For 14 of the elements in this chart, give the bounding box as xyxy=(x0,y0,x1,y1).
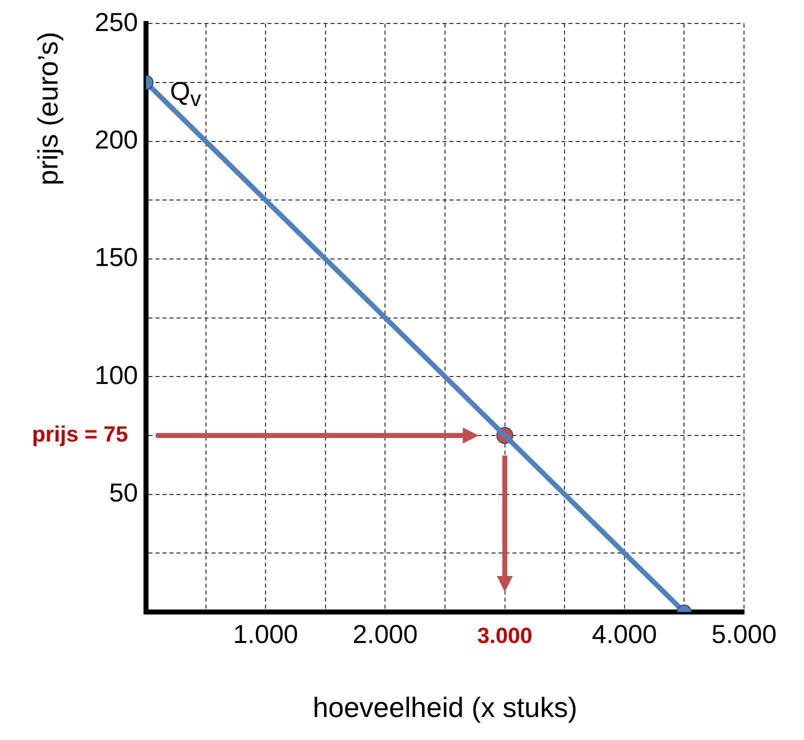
y-tick-label: 250 xyxy=(94,6,138,37)
y-tick-label: 50 xyxy=(109,477,138,508)
y-tick-label: 150 xyxy=(94,242,138,272)
x-tick-label: 2.000 xyxy=(352,618,418,649)
text: 3.000 xyxy=(477,623,532,648)
x-tick-label: 4.000 xyxy=(592,618,657,649)
series-label: Q$_{v}$ xyxy=(170,76,202,113)
text: prijs = 75 xyxy=(32,422,128,447)
x-tick-label: 5.000 xyxy=(711,618,777,649)
x-tick-label: 1.000 xyxy=(233,618,298,649)
x-axis-title: hoeveelheid (x stuks) xyxy=(312,692,578,723)
y-axis-title: prijs (euro’s) xyxy=(32,32,64,186)
y-tick-label: 200 xyxy=(94,124,138,154)
y-tick-label: 100 xyxy=(94,360,138,390)
